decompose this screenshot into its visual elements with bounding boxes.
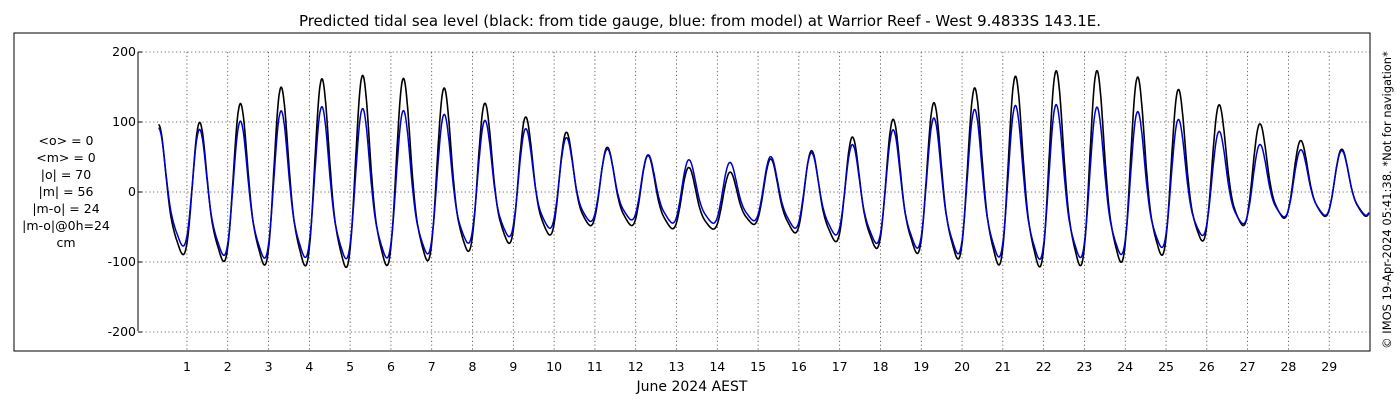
x-tick-label: 20 [954,359,970,374]
x-axis-ticks: 1 2 3 4 5 6 7 8 9 10 11 12 13 14 15 16 17 18 19 20 21 22 23 24 2… [183,359,1337,374]
x-tick-label: 10 [546,359,562,374]
x-tick-label: 29 [1321,359,1337,374]
x-axis-label: June 2024 AEST [636,379,748,395]
x-tick-label: 14 [709,359,725,374]
x-tick-label: 23 [1076,359,1092,374]
grid-layer [138,51,1370,351]
y-tick-label: -100 [108,254,136,269]
y-tick-label: 100 [112,114,136,129]
x-tick-label: 8 [469,359,477,374]
x-tick-label: 4 [305,359,313,374]
stat-line: <m> = 0 [36,150,96,165]
x-tick-label: 18 [873,359,889,374]
y-axis-ticks: 200 100 0 -100 -200 [108,44,142,339]
stat-line: |o| = 70 [41,167,91,182]
stat-line: <o> = 0 [39,133,94,148]
x-tick-label: 7 [428,359,436,374]
x-tick-label: 26 [1199,359,1215,374]
stat-line: |m-o| = 24 [32,201,99,216]
outer-frame [13,32,1371,352]
stats-block: <o> = 0 <m> = 0 |o| = 70 |m| = 56 |m-o| = 24… [22,133,110,250]
x-tick-label: 21 [995,359,1011,374]
x-tick-label: 3 [265,359,273,374]
y-tick-label: -200 [108,324,136,339]
x-tick-label: 17 [832,359,848,374]
x-tick-label: 22 [1036,359,1052,374]
x-tick-label: 9 [509,359,517,374]
stat-line: |m-o|@0h=24 [22,218,110,233]
x-tick-label: 2 [224,359,232,374]
x-tick-label: 28 [1280,359,1296,374]
tide-gauge-line [158,69,1370,269]
x-tick-label: 1 [183,359,191,374]
x-tick-label: 6 [387,359,395,374]
stat-line: |m| = 56 [39,184,94,199]
x-tick-label: 25 [1158,359,1174,374]
x-tick-label: 15 [750,359,766,374]
x-tick-label: 12 [628,359,644,374]
y-tick-label: 200 [112,44,136,59]
x-tick-label: 5 [346,359,354,374]
x-tick-label: 16 [791,359,807,374]
chart-title: Predicted tidal sea level (black: from t… [299,12,1101,30]
model-line [158,103,1370,260]
series-layer [158,69,1370,269]
stat-line: cm [56,235,75,250]
x-tick-label: 27 [1240,359,1256,374]
x-tick-label: 24 [1117,359,1133,374]
x-tick-label: 11 [587,359,603,374]
x-tick-label: 19 [913,359,929,374]
copyright-note: © IMOS 19-Apr-2024 05:41:38. *Not for na… [1380,51,1394,349]
x-tick-label: 13 [669,359,685,374]
y-tick-label: 0 [128,184,136,199]
